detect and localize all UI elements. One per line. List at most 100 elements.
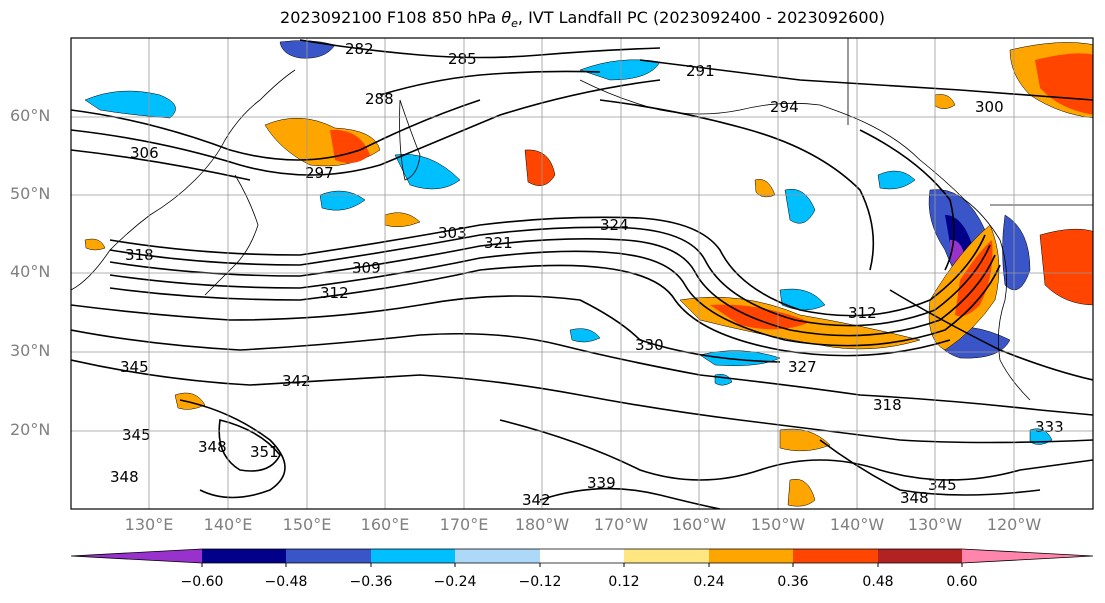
colorbar-segment	[455, 549, 540, 563]
coastline-north-america	[919, 159, 1031, 401]
pc-positive-region	[84, 238, 106, 251]
contour-line	[71, 149, 251, 181]
pc-negative-region	[1029, 428, 1053, 445]
contour-line	[859, 129, 955, 271]
colorbar-tick-label: 0.48	[862, 574, 894, 590]
pc-negative-region	[84, 90, 176, 119]
pc-positive-region	[710, 304, 810, 330]
contour-line	[179, 399, 286, 499]
colorbar-tick-label: 0.36	[777, 574, 809, 590]
colorbar-tick-label: −0.36	[349, 574, 393, 590]
contour-line	[109, 264, 951, 357]
lon-label: 150°W	[750, 515, 806, 534]
lon-label: 160°W	[671, 515, 727, 534]
contour-label: 348	[110, 468, 139, 486]
colorbar-tick-label: 0.60	[946, 574, 978, 590]
colorbar-segment	[793, 549, 878, 563]
contour-label: 324	[600, 216, 629, 234]
contour-line	[71, 359, 1093, 444]
colorbar-segment	[540, 549, 624, 563]
colorbar-segment	[624, 549, 709, 563]
contour-label: 312	[320, 284, 349, 302]
contour-label: 291	[686, 62, 715, 80]
contour-label: 327	[788, 358, 817, 376]
contour-line	[109, 226, 991, 327]
colorbar-tick-label: −0.60	[180, 574, 224, 590]
lon-label: 160°E	[360, 515, 410, 534]
contour-line	[71, 329, 1093, 416]
colorbar-tick-label: −0.48	[264, 574, 308, 590]
map-background	[71, 38, 1093, 509]
contour-label: 321	[484, 234, 513, 252]
pc-positive-region	[524, 149, 556, 186]
contour-label: 297	[305, 164, 334, 182]
pc-negative-region	[779, 288, 826, 311]
contour-label: 288	[365, 90, 394, 108]
map-frame	[70, 37, 1094, 510]
pc-negative-region	[394, 154, 461, 190]
lat-label: 30°N	[10, 341, 51, 360]
colorbar-tick-label: 0.12	[608, 574, 640, 590]
colorbar	[70, 548, 1094, 567]
contour-line	[71, 99, 481, 161]
contour-label: 294	[770, 98, 799, 116]
lon-label: 130°W	[907, 515, 963, 534]
contour-line	[71, 79, 661, 176]
contour-label: 339	[587, 474, 616, 492]
contour-label: 318	[873, 396, 902, 414]
contour-label: 309	[352, 259, 381, 277]
map-title: 2023092100 F108 850 hPa θe, IVT Landfall…	[280, 8, 885, 31]
colorbar-segment	[202, 549, 286, 563]
contour-line	[889, 289, 1093, 381]
contour-line	[109, 216, 986, 317]
contour-label: 306	[130, 144, 159, 162]
lat-label: 50°N	[10, 184, 51, 203]
contour-line	[819, 439, 1041, 496]
pc-positive-region	[779, 428, 831, 452]
contour-label: 345	[122, 426, 151, 444]
colorbar-tick-label: −0.24	[433, 574, 477, 590]
pc-positive-region	[174, 392, 206, 410]
contour-line	[299, 39, 661, 59]
colorbar-segment	[878, 549, 962, 563]
lon-label: 130°E	[124, 515, 174, 534]
lon-label: 170°E	[439, 515, 489, 534]
coastline-japan	[204, 174, 259, 296]
lon-label: 140°E	[203, 515, 253, 534]
contour-line	[379, 70, 601, 96]
colorbar-segment	[709, 549, 793, 563]
pc-positive-region	[787, 478, 816, 507]
lat-label: 40°N	[10, 262, 51, 281]
contour-label: 345	[120, 358, 149, 376]
contour-line	[539, 487, 721, 509]
colorbar-segment	[371, 549, 455, 563]
contour-label: 345	[928, 476, 957, 494]
contour-label: 330	[635, 336, 664, 354]
contour-label: 318	[125, 246, 154, 264]
pc-negative-region	[784, 188, 816, 224]
lon-label: 170°W	[593, 515, 649, 534]
colorbar-segment	[286, 549, 371, 563]
contour-label: 303	[438, 224, 467, 242]
contour-labels: 282 285 288 291 294 297 300 303 306 309 …	[110, 40, 1064, 509]
pc-negative-region	[569, 328, 601, 343]
contour-line	[109, 250, 1001, 347]
contour-line	[109, 238, 996, 337]
contour-label: 342	[282, 372, 311, 390]
lat-label: 60°N	[10, 106, 51, 125]
colorbar-tick-label: 0.24	[693, 574, 725, 590]
pc-positive-region	[384, 212, 421, 228]
gridlines	[71, 38, 1093, 509]
contour-label: 282	[345, 40, 374, 58]
colorbar-tick-label: −0.12	[518, 574, 562, 590]
lon-label: 180°W	[514, 515, 570, 534]
lat-label: 20°N	[10, 420, 51, 439]
colorbar-segment	[962, 549, 1093, 563]
lon-label: 120°W	[986, 515, 1042, 534]
coastline-kamchatka	[399, 99, 421, 181]
lon-label: 150°E	[282, 515, 332, 534]
colorbar-segment	[71, 549, 202, 563]
pc-negative-region	[877, 170, 916, 190]
contour-line	[71, 295, 781, 363]
pc-positive-region	[934, 94, 956, 109]
